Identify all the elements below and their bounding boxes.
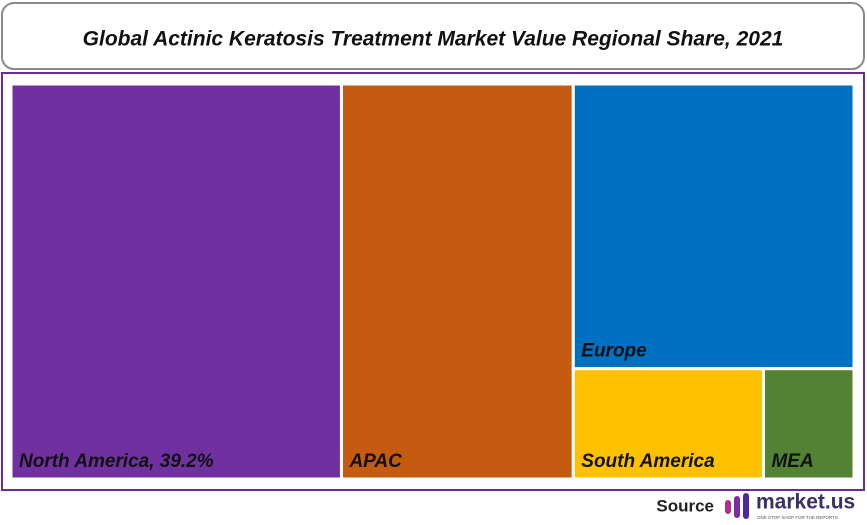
source-brand: market.us (756, 491, 855, 514)
source-tagline: ONE STOP SHOP FOR THE REPORTS (757, 515, 838, 520)
tile (339, 82, 575, 481)
tile (9, 82, 343, 481)
title-box (1, 2, 865, 70)
tile (571, 82, 856, 371)
logo-icon (725, 493, 749, 519)
tile-label: APAC (348, 451, 402, 472)
tile-label: Europe (581, 341, 647, 362)
tile-label: MEA (771, 451, 813, 472)
chart-title: Global Actinic Keratosis Treatment Marke… (83, 28, 784, 51)
source-label: Source (656, 496, 714, 515)
tile (571, 367, 765, 481)
treemap: North America, 39.2% APAC Europe South Amer… (9, 82, 856, 481)
tile-label: South America (581, 451, 715, 472)
tile (761, 367, 856, 481)
tile-label: North America, 39.2% (19, 451, 214, 472)
